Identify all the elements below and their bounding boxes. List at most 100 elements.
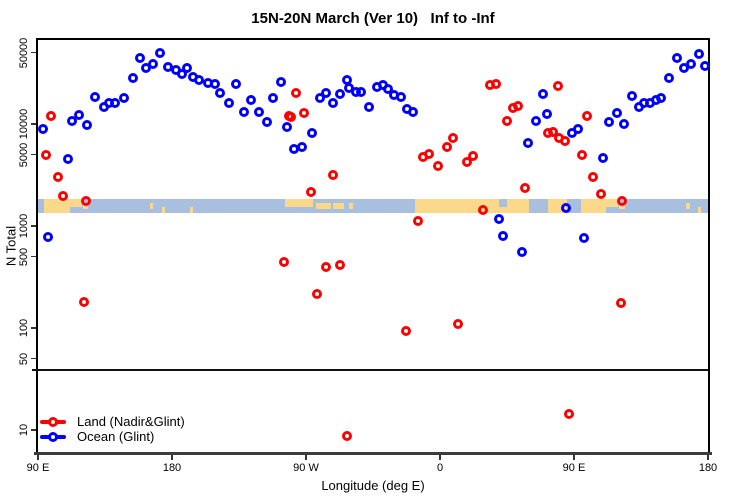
ocean-point xyxy=(268,93,279,104)
ocean-point xyxy=(408,106,419,117)
land-point xyxy=(52,171,63,182)
ocean-point xyxy=(110,97,120,108)
y-tick-label: 10 xyxy=(18,423,30,437)
ocean-point xyxy=(254,106,264,117)
ocean-point xyxy=(627,90,638,101)
land-point xyxy=(462,157,473,168)
ocean-point xyxy=(276,76,286,87)
land-point xyxy=(441,142,452,153)
x-tick-label: 90 E xyxy=(26,462,50,474)
ocean-point xyxy=(664,72,674,83)
land-segment xyxy=(685,203,690,209)
land-point xyxy=(615,297,626,308)
land-point xyxy=(279,257,290,268)
land-point xyxy=(453,319,464,330)
land-point xyxy=(321,261,331,272)
ocean-point xyxy=(604,117,614,128)
land-point xyxy=(548,126,559,137)
ocean-point xyxy=(530,116,541,126)
ocean-point xyxy=(135,52,145,63)
x-tick-mark xyxy=(305,455,307,460)
land-point xyxy=(588,171,599,182)
ocean-point xyxy=(37,124,48,135)
ocean-point xyxy=(517,246,528,257)
x-tick-mark xyxy=(707,455,709,460)
ocean-point xyxy=(364,101,375,112)
ocean-point xyxy=(671,52,682,63)
ocean-point xyxy=(74,109,85,120)
y-tick-mark xyxy=(31,51,36,54)
x-tick-label: 90 E xyxy=(562,462,586,474)
land-segment xyxy=(285,199,301,207)
land-point xyxy=(424,149,435,160)
y-tick-label: 50 xyxy=(18,352,30,365)
x-tick-mark xyxy=(171,455,173,460)
land-point xyxy=(467,150,478,161)
land-point xyxy=(79,297,89,308)
ocean-point xyxy=(154,47,165,58)
x-tick-label: 90 W xyxy=(293,462,319,474)
land-point xyxy=(286,112,296,123)
ocean-point xyxy=(246,95,257,105)
land-point xyxy=(40,150,51,160)
ocean-point xyxy=(320,88,331,99)
y-tick-label: 100 xyxy=(18,318,30,338)
ocean-point xyxy=(307,127,318,138)
ocean-circle-icon xyxy=(48,432,58,442)
land-segment xyxy=(190,207,193,213)
land-point xyxy=(520,182,530,193)
ocean-point xyxy=(182,63,193,74)
ocean-point xyxy=(598,152,609,163)
land-segment xyxy=(414,199,499,213)
ocean-point xyxy=(572,124,583,134)
ocean-point xyxy=(128,72,139,83)
land-point xyxy=(334,260,345,270)
land-ocean-map-band xyxy=(38,199,708,213)
ocean-point xyxy=(537,89,548,100)
y-tick-label: 50000 xyxy=(18,37,30,68)
land-segment xyxy=(70,199,83,207)
land-segment xyxy=(349,203,353,209)
land-segment xyxy=(300,199,313,207)
ocean-point xyxy=(619,119,630,130)
ocean-point xyxy=(210,78,220,89)
land-point xyxy=(553,80,564,91)
ocean-point xyxy=(693,49,704,60)
land-point xyxy=(502,116,513,126)
x-tick-mark xyxy=(439,455,441,460)
land-point xyxy=(412,215,423,226)
ocean-point xyxy=(261,116,272,127)
land-point xyxy=(617,196,628,206)
y-tick-mark xyxy=(31,357,36,360)
land-point xyxy=(595,189,606,199)
land-circle-icon xyxy=(48,417,58,427)
ocean-point xyxy=(542,109,553,120)
y-tick-mark xyxy=(31,327,36,329)
land-point xyxy=(290,88,301,99)
ocean-point xyxy=(579,233,589,244)
land-point xyxy=(433,160,444,171)
land-segment xyxy=(162,207,165,213)
ocean-point xyxy=(230,78,241,89)
y-tick-label: 5000 xyxy=(18,142,30,167)
ocean-point xyxy=(214,88,225,99)
land-point xyxy=(581,110,592,121)
ocean-point xyxy=(315,93,325,104)
land-point xyxy=(577,150,588,160)
ocean-point xyxy=(176,69,187,80)
land-segment xyxy=(315,203,331,209)
x-tick-label: 180 xyxy=(162,462,182,474)
ocean-point xyxy=(523,138,534,149)
y-tick-mark xyxy=(31,429,36,431)
land-point xyxy=(58,190,69,201)
legend-label-ocean: Ocean (Glint) xyxy=(77,429,155,444)
ocean-point xyxy=(67,116,78,126)
land-segment xyxy=(618,203,625,209)
ocean-point xyxy=(355,87,366,98)
land-point xyxy=(328,170,339,180)
ocean-point xyxy=(498,230,509,241)
legend-item-land: Land (Nadir&Glint) xyxy=(40,414,240,429)
